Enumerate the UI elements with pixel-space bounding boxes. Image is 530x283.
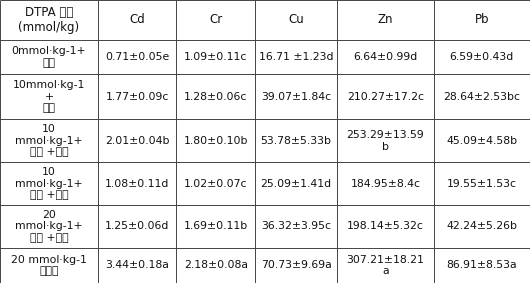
Text: Zn: Zn (377, 13, 393, 26)
Text: 1.80±0.10b: 1.80±0.10b (183, 136, 248, 146)
Text: 198.14±5.32c: 198.14±5.32c (347, 221, 424, 231)
Text: Cr: Cr (209, 13, 223, 26)
Text: 86.91±8.53a: 86.91±8.53a (446, 260, 517, 270)
Text: 36.32±3.95c: 36.32±3.95c (261, 221, 331, 231)
Text: 45.09±4.58b: 45.09±4.58b (446, 136, 517, 146)
Text: 70.73±9.69a: 70.73±9.69a (261, 260, 331, 270)
Text: Cd: Cd (129, 13, 145, 26)
Text: 3.44±0.18a: 3.44±0.18a (105, 260, 169, 270)
Text: 28.64±2.53bc: 28.64±2.53bc (443, 91, 520, 102)
Text: 25.09±1.41d: 25.09±1.41d (260, 179, 332, 188)
Text: 0mmol·kg-1+
植物: 0mmol·kg-1+ 植物 (12, 46, 86, 68)
Text: 1.09±0.11c: 1.09±0.11c (184, 52, 248, 62)
Text: 307.21±18.21
a: 307.21±18.21 a (347, 254, 424, 276)
Text: 6.59±0.43d: 6.59±0.43d (449, 52, 514, 62)
Text: 10
mmol·kg-1+
隔层 +植物: 10 mmol·kg-1+ 隔层 +植物 (15, 124, 83, 157)
Text: Pb: Pb (474, 13, 489, 26)
Text: 1.25±0.06d: 1.25±0.06d (105, 221, 170, 231)
Text: 39.07±1.84c: 39.07±1.84c (261, 91, 331, 102)
Text: 253.29±13.59
b: 253.29±13.59 b (347, 130, 424, 152)
Text: 1.69±0.11b: 1.69±0.11b (183, 221, 248, 231)
Text: 10
mmol·kg-1+
隔层 +植物: 10 mmol·kg-1+ 隔层 +植物 (15, 167, 83, 200)
Text: Cu: Cu (288, 13, 304, 26)
Text: 16.71 ±1.23d: 16.71 ±1.23d (259, 52, 333, 62)
Text: 6.64±0.99d: 6.64±0.99d (353, 52, 418, 62)
Text: 2.18±0.08a: 2.18±0.08a (184, 260, 248, 270)
Text: 20
mmol·kg-1+
隔层 +植物: 20 mmol·kg-1+ 隔层 +植物 (15, 210, 83, 243)
Text: 184.95±8.4c: 184.95±8.4c (350, 179, 420, 188)
Text: DTPA 浓度
(mmol/kg): DTPA 浓度 (mmol/kg) (19, 6, 80, 34)
Text: 0.71±0.05e: 0.71±0.05e (105, 52, 170, 62)
Text: 20 mmol·kg-1
无植物: 20 mmol·kg-1 无植物 (11, 254, 87, 276)
Text: 210.27±17.2c: 210.27±17.2c (347, 91, 424, 102)
Text: 19.55±1.53c: 19.55±1.53c (447, 179, 517, 188)
Text: 1.28±0.06c: 1.28±0.06c (184, 91, 248, 102)
Text: 1.77±0.09c: 1.77±0.09c (105, 91, 169, 102)
Text: 1.08±0.11d: 1.08±0.11d (105, 179, 170, 188)
Text: 53.78±5.33b: 53.78±5.33b (261, 136, 331, 146)
Text: 1.02±0.07c: 1.02±0.07c (184, 179, 248, 188)
Text: 2.01±0.04b: 2.01±0.04b (105, 136, 170, 146)
Text: 10mmol·kg-1
+
植物: 10mmol·kg-1 + 植物 (13, 80, 85, 113)
Text: 42.24±5.26b: 42.24±5.26b (446, 221, 517, 231)
